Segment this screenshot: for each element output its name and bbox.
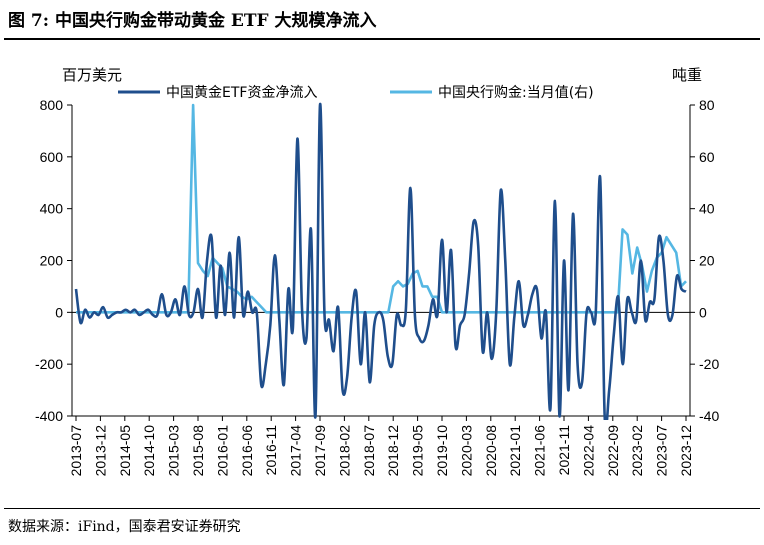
x-tick-label: 2013-07 (68, 425, 84, 477)
x-tick-label: 2015-08 (190, 425, 206, 477)
x-tick-label: 2018-02 (336, 425, 352, 477)
legend-label-central-bank: 中国央行购金:当月值(右) (438, 85, 594, 101)
x-tick-label: 2016-01 (214, 425, 230, 477)
x-tick-label: 2013-12 (92, 425, 108, 477)
x-tick-label: 2023-02 (629, 425, 645, 477)
source-rule (4, 508, 760, 509)
y-left-tick-label: -200 (35, 356, 63, 372)
y-left-tick-label: 600 (40, 149, 64, 165)
x-tick-label: 2020-08 (483, 425, 499, 477)
y-left-tick-label: -400 (35, 408, 63, 424)
x-tick-label: 2023-12 (678, 425, 694, 477)
x-tick-label: 2015-03 (166, 425, 182, 477)
x-tick-label: 2014-05 (117, 425, 133, 477)
legend-label-etf: 中国黄金ETF资金净流入 (166, 84, 317, 101)
y-right-tick-label: 80 (699, 97, 715, 113)
x-tick-label: 2017-04 (288, 425, 304, 477)
figure-title: 图 7: 中国央行购金带动黄金 ETF 大规模净流入 (8, 11, 377, 31)
y-left-tick-label: 0 (55, 304, 63, 320)
y-left-tick-label: 200 (40, 253, 64, 269)
y-left-tick-label: 800 (40, 97, 64, 113)
left-axis-unit: 百万美元 (62, 66, 122, 84)
x-tick-label: 2019-05 (410, 425, 426, 477)
x-tick-label: 2018-12 (385, 425, 401, 477)
x-tick-label: 2021-06 (532, 425, 548, 477)
central-bank-purchase-line (76, 103, 687, 314)
x-tick-label: 2014-10 (141, 425, 157, 477)
y-right-tick-label: 20 (699, 253, 715, 269)
x-tick-label: 2019-10 (434, 425, 450, 477)
y-right-tick-label: -20 (699, 356, 719, 372)
source-note: 数据来源：iFind，国泰君安证券研究 (8, 519, 241, 535)
right-axis-unit: 吨重 (672, 66, 702, 84)
y-left-tick-label: 400 (40, 201, 64, 217)
x-tick-label: 2022-09 (605, 425, 621, 477)
x-tick-label: 2017-09 (312, 425, 328, 477)
x-tick-label: 2023-07 (654, 425, 670, 477)
title-rule (4, 38, 760, 40)
y-right-tick-label: 60 (699, 149, 715, 165)
y-right-tick-label: -40 (699, 408, 719, 424)
x-tick-label: 2021-01 (507, 425, 523, 477)
y-right-tick-label: 40 (699, 201, 715, 217)
x-tick-label: 2021-11 (556, 425, 572, 476)
x-tick-label: 2016-06 (239, 425, 255, 477)
y-right-tick-label: 0 (699, 304, 707, 320)
x-tick-label: 2016-11 (263, 425, 279, 476)
x-tick-label: 2022-04 (580, 425, 596, 477)
x-tick-label: 2020-03 (458, 425, 474, 477)
x-tick-label: 2018-07 (361, 425, 377, 477)
etf-net-inflow-line (74, 102, 687, 420)
